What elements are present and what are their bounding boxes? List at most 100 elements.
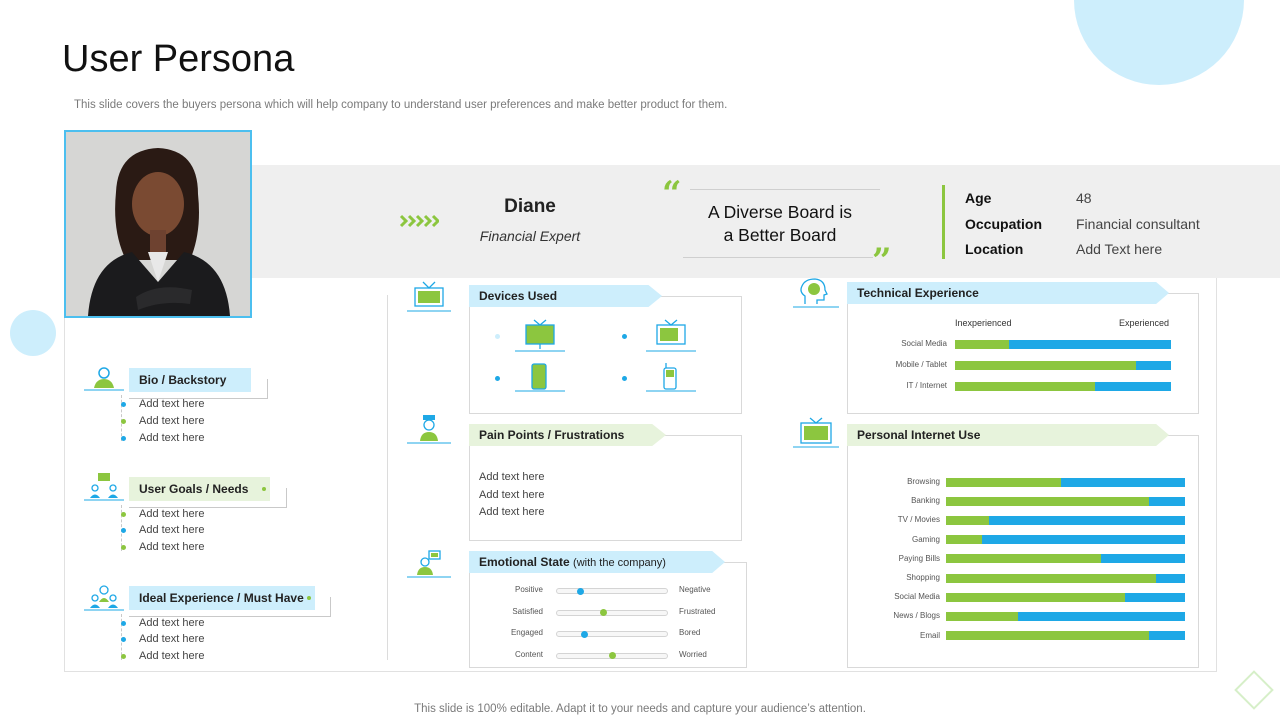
internet-bar-label: Gaming (911, 534, 940, 544)
internet-bar (946, 631, 1185, 641)
tech-bar-label: Mobile / Tablet (895, 360, 947, 369)
monitor-icon (515, 318, 565, 354)
internet-bar-label: TV / Movies (897, 515, 940, 525)
list-item: Add text here (121, 539, 204, 556)
emotion-slider-track (556, 609, 668, 616)
list-item: Add text here (121, 522, 204, 539)
emotion-slider-knob (580, 630, 588, 638)
persona-photo (64, 130, 252, 318)
list-item: Add text here (121, 396, 204, 413)
internet-bar-blue (1017, 611, 1185, 621)
internet-bar-label: Email (919, 630, 940, 640)
tech-bar-green (955, 381, 1096, 391)
bullet-dot (495, 376, 500, 381)
emotion-right-label: Frustrated (679, 606, 716, 616)
list-item: Add text here (121, 648, 204, 665)
team-goals-icon (84, 472, 124, 502)
tech-bar (955, 339, 1171, 349)
quote-divider (683, 257, 873, 258)
section-label-devices: Devices Used (469, 285, 662, 307)
monitor-icon (793, 416, 839, 450)
list-item: Add text here (121, 506, 204, 523)
internet-bar (946, 611, 1185, 621)
internet-bar-green (946, 554, 1102, 564)
internet-bar-green (946, 515, 990, 525)
internet-bar (946, 592, 1185, 602)
list-item: Add text here (121, 430, 204, 447)
footer-note: This slide is 100% editable. Adapt it to… (414, 703, 866, 715)
person-icon (84, 366, 124, 392)
internet-bar-green (946, 535, 982, 545)
column-divider (387, 295, 388, 660)
scale-label-inexperienced: Inexperienced (955, 318, 1012, 328)
persona-role: Financial Expert (479, 228, 581, 244)
internet-bar-label: News / Blogs (893, 611, 940, 621)
team-experience-icon (84, 584, 124, 612)
emotion-slider-knob (599, 609, 607, 616)
list-item: Add text here (121, 631, 204, 648)
internet-bar-blue (1125, 592, 1185, 602)
section-label-bio: Bio / Backstory (129, 368, 251, 392)
tech-bar-green (955, 339, 1009, 349)
list-item: Add text here (479, 506, 545, 518)
tech-bar-blue (1095, 381, 1171, 391)
tech-bar (955, 381, 1171, 391)
internet-bar-label: Banking (911, 496, 940, 506)
emotion-left-label: Satisfied (512, 606, 543, 616)
internet-bar-green (946, 611, 1018, 621)
internet-bar-blue (1156, 573, 1185, 583)
decorative-circle (10, 310, 56, 356)
brain-head-icon (793, 278, 839, 310)
emotion-right-label: Bored (679, 628, 701, 637)
internet-bar-label: Social Media (894, 592, 940, 602)
section-label-internet-use: Personal Internet Use (847, 424, 1169, 446)
tech-bar-green (955, 360, 1137, 370)
info-value-age: 48 (1076, 190, 1092, 206)
emotion-left-label: Positive (514, 585, 543, 594)
internet-bar-label: Paying Bills (898, 553, 940, 563)
info-label-occupation: Occupation (965, 216, 1043, 232)
tech-bar (955, 360, 1171, 370)
internet-bar-blue (981, 535, 1185, 545)
tech-bar-blue (1009, 339, 1171, 349)
tech-bar-blue (1136, 360, 1171, 370)
connector-line (129, 597, 331, 617)
list-item: Add text here (121, 413, 204, 430)
internet-bar-green (946, 573, 1157, 583)
emotion-slider-knob (608, 652, 616, 659)
decorative-circle (1074, 0, 1244, 85)
devices-panel (469, 296, 742, 414)
tech-bar-label: IT / Internet (906, 381, 947, 390)
internet-bar-label: Shopping (906, 573, 940, 582)
tv-icon (646, 318, 696, 354)
internet-bar-blue (1149, 496, 1185, 506)
internet-bar (946, 496, 1185, 506)
connector-line (121, 395, 122, 441)
internet-bar-green (946, 631, 1150, 641)
internet-bar-blue (1149, 631, 1185, 641)
tech-bar-label: Social Media (901, 339, 947, 348)
emotion-left-label: Content (514, 649, 543, 659)
emotion-slider-knob (577, 587, 585, 595)
emotion-left-label: Engaged (510, 628, 543, 637)
section-label-emotional-state: Emotional State (with the company) (469, 551, 725, 573)
smartphone-icon (515, 362, 565, 394)
close-quote-icon: ” (872, 241, 892, 281)
internet-bar-blue (989, 515, 1185, 525)
list-item: Add text here (479, 489, 545, 501)
info-label-age: Age (965, 190, 992, 206)
list-item: Add text here (479, 471, 545, 483)
bullet-dot (495, 334, 500, 339)
connector-line (129, 488, 287, 508)
internet-bar (946, 554, 1185, 564)
internet-use-panel (847, 435, 1199, 668)
person-speech-icon (407, 550, 451, 580)
persona-name: Diane (504, 196, 556, 217)
section-label-technical-experience: Technical Experience (847, 282, 1169, 304)
info-label-location: Location (965, 241, 1024, 257)
internet-bar-green (946, 592, 1126, 602)
frustrated-person-icon (407, 414, 451, 446)
chevrons-icon (399, 213, 441, 234)
emotion-slider-track (556, 588, 668, 594)
internet-bar (946, 515, 1185, 525)
